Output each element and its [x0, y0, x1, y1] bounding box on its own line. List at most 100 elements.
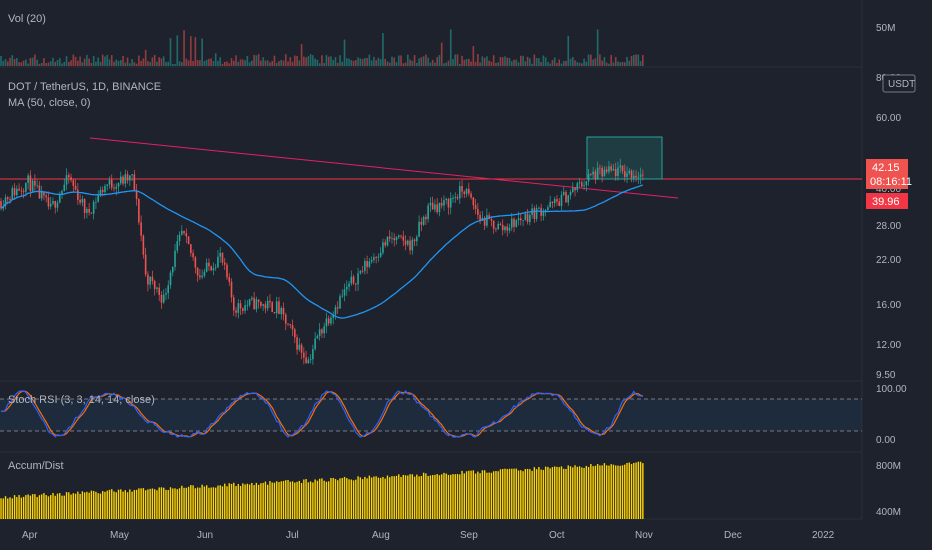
- volume-bar: [2, 60, 5, 66]
- accum-bar: [608, 465, 610, 519]
- last-price-value: 42.15: [872, 162, 900, 174]
- volume-bar: [294, 55, 296, 66]
- accum-bar: [524, 469, 527, 519]
- candle-body: [359, 270, 362, 274]
- price-pane[interactable]: DOT / TetherUS, 1D, BINANCE MA (50, clos…: [0, 81, 862, 365]
- time-axis[interactable]: Apr May Jun Jul Aug Sep Oct Nov Dec 2022: [22, 530, 835, 541]
- candle-body: [420, 221, 423, 225]
- accum-bar: [45, 495, 47, 519]
- volume-bar: [88, 58, 90, 66]
- volume-bar: [86, 54, 88, 66]
- axis-label-accum: 400M: [876, 507, 901, 518]
- candle-body: [567, 195, 570, 203]
- volume-bar: [366, 58, 368, 66]
- candle-body: [237, 303, 240, 313]
- accum-bar: [578, 466, 581, 519]
- candle-body: [9, 199, 11, 200]
- candle-body: [553, 199, 556, 204]
- candle-body: [54, 200, 57, 208]
- candle-body: [165, 293, 167, 295]
- candle-body: [269, 300, 271, 303]
- candle-body: [194, 257, 197, 268]
- volume-bar: [633, 55, 635, 66]
- volume-bar: [309, 54, 312, 66]
- volume-bar: [199, 60, 201, 66]
- candle-body: [187, 236, 190, 245]
- volume-bar: [373, 56, 375, 66]
- volume-bar: [418, 58, 420, 66]
- volume-bar: [504, 56, 506, 66]
- volume-bar: [131, 59, 133, 66]
- accum-bar: [483, 470, 486, 519]
- accum-bar: [368, 475, 371, 519]
- accum-bar: [156, 490, 158, 519]
- candle-body: [551, 201, 554, 204]
- candle-body: [183, 230, 185, 234]
- accum-bar: [563, 468, 565, 519]
- volume-bar: [617, 61, 619, 66]
- accum-bar: [402, 474, 404, 519]
- volume-bar: [108, 59, 111, 66]
- candle-body: [99, 189, 102, 196]
- volume-bar: [316, 59, 319, 66]
- volume-bar: [122, 55, 124, 66]
- accum-bar: [278, 482, 280, 519]
- volume-bar: [332, 59, 335, 66]
- volume-bar: [533, 54, 536, 66]
- volume-bar: [364, 58, 366, 66]
- trendline[interactable]: [89, 137, 679, 199]
- candle-body: [436, 204, 438, 213]
- volume-bar: [382, 33, 384, 66]
- candle-body: [135, 190, 138, 200]
- volume-bar: [282, 60, 285, 66]
- level-price-tag: [866, 193, 908, 209]
- volume-bar: [400, 55, 402, 66]
- candle-body: [307, 359, 310, 364]
- accum-bar: [630, 464, 633, 519]
- accum-bar: [199, 487, 201, 519]
- volume-bar: [585, 61, 588, 66]
- volume-bar: [284, 54, 287, 66]
- currency-badge[interactable]: [882, 74, 916, 93]
- volume-bar: [262, 57, 264, 66]
- accum-bar: [504, 468, 506, 519]
- candle-body: [355, 283, 357, 285]
- accum-bar: [429, 475, 432, 519]
- candle-body: [95, 201, 97, 203]
- candle-body: [40, 191, 43, 199]
- candle-body: [242, 308, 244, 311]
- accum-bar: [27, 494, 29, 519]
- volume-bar: [38, 63, 41, 66]
- right-axis[interactable]: 50M 80.00 60.00 40.00 28.00 22.00 16.00 …: [866, 23, 916, 518]
- accum-bar: [359, 477, 362, 519]
- volume-bar: [436, 57, 438, 66]
- accum-bar: [0, 498, 2, 519]
- volume-bar: [497, 62, 499, 66]
- accum-bar: [348, 479, 350, 519]
- candle-body: [214, 267, 217, 269]
- candle-body: [104, 186, 106, 193]
- volume-bar: [407, 54, 409, 66]
- accum-bar: [538, 466, 540, 519]
- accum-bar: [450, 474, 452, 519]
- candle-body: [601, 167, 603, 177]
- candle-body: [11, 188, 14, 200]
- candle-body: [63, 184, 66, 191]
- candle-body: [126, 174, 129, 181]
- candle-body: [185, 233, 188, 237]
- volume-bar: [587, 54, 590, 66]
- accum-bar: [111, 489, 113, 519]
- volume-bar: [637, 54, 640, 66]
- volume-bar: [40, 62, 43, 66]
- candle-body: [506, 226, 509, 231]
- volume-bar: [307, 56, 310, 66]
- volume-bar: [601, 60, 603, 66]
- accum-bar: [271, 482, 273, 519]
- candle-body: [458, 186, 461, 199]
- volume-bar: [63, 61, 66, 66]
- volume-bar: [9, 57, 11, 66]
- volume-bar: [242, 59, 244, 66]
- candle-body: [583, 185, 585, 187]
- accum-bar: [244, 484, 246, 519]
